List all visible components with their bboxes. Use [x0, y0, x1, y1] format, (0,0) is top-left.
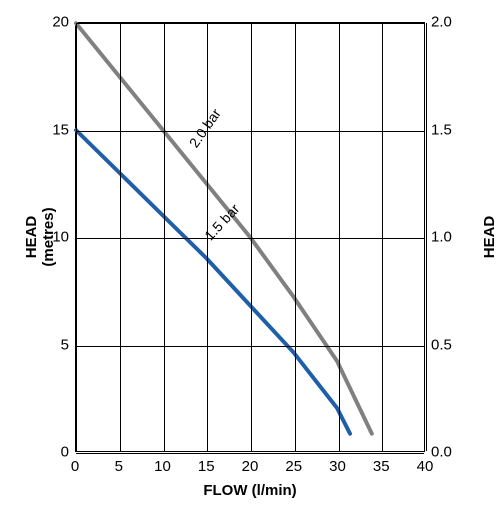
grid-horizontal [76, 23, 424, 24]
x-tick-label: 0 [71, 458, 79, 475]
grid-vertical [382, 23, 383, 451]
y-right-tick-label: 0.0 [431, 444, 452, 461]
chart-plot-area [75, 22, 425, 452]
y-axis-right-title: HEAD (bar) [481, 207, 500, 267]
x-tick-label: 40 [417, 458, 434, 475]
y-left-tick-label: 20 [52, 14, 69, 31]
y-right-tick-label: 2.0 [431, 14, 452, 31]
x-tick-label: 5 [115, 458, 123, 475]
y-right-tick-label: 0.5 [431, 336, 452, 353]
y-right-tick-label: 1.5 [431, 121, 452, 138]
grid-vertical [426, 23, 427, 451]
y-left-tick-label: 10 [52, 229, 69, 246]
x-tick-label: 25 [285, 458, 302, 475]
grid-vertical [339, 23, 340, 451]
x-tick-label: 15 [198, 458, 215, 475]
y-right-tick-label: 1.0 [431, 229, 452, 246]
x-tick-label: 20 [242, 458, 259, 475]
x-tick-label: 35 [373, 458, 390, 475]
grid-vertical [251, 23, 252, 451]
grid-vertical [295, 23, 296, 451]
grid-horizontal [76, 453, 424, 454]
grid-horizontal [76, 238, 424, 239]
grid-vertical [76, 23, 77, 451]
x-axis-title: FLOW (l/min) [203, 482, 296, 499]
y-left-tick-label: 15 [52, 121, 69, 138]
x-tick-label: 30 [329, 458, 346, 475]
grid-vertical [120, 23, 121, 451]
series-line [76, 130, 350, 434]
y-left-tick-label: 0 [61, 444, 69, 461]
chart-lines [76, 23, 424, 451]
y-left-tick-label: 5 [61, 336, 69, 353]
grid-horizontal [76, 131, 424, 132]
grid-horizontal [76, 346, 424, 347]
x-tick-label: 10 [154, 458, 171, 475]
grid-vertical [164, 23, 165, 451]
